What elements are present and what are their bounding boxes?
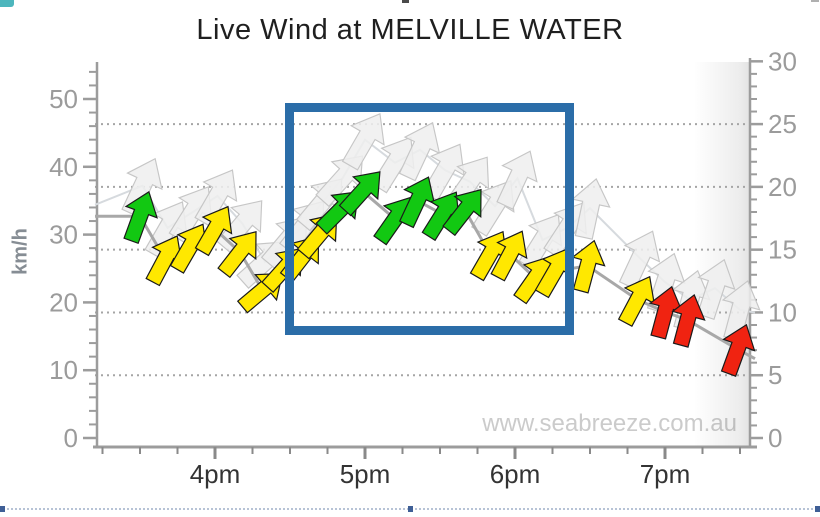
gust-arrow — [696, 258, 736, 320]
top-right-edge-mark — [811, 0, 819, 2]
y-right-tick-label: 15 — [768, 235, 797, 265]
y-right-tick-label: 20 — [768, 172, 797, 202]
y-right-tick-label: 30 — [768, 46, 797, 76]
y-left-tick-label: 10 — [49, 355, 78, 385]
y-right-tick-label: 10 — [768, 297, 797, 327]
wind-arrow-yellow — [571, 239, 606, 294]
gust-arrow — [398, 121, 441, 182]
x-tick-label: 6pm — [490, 459, 541, 489]
chart-title: Live Wind at MELVILLE WATER — [196, 14, 624, 46]
wind-arrow-red — [720, 323, 756, 377]
wind-arrow-yellow — [490, 230, 528, 282]
y-left-tick-label: 0 — [64, 423, 78, 453]
highlight-rectangle — [285, 103, 574, 335]
y-right-tick-label: 5 — [768, 360, 782, 390]
ruler-mark-center — [408, 506, 413, 512]
y-right-tick-label: 25 — [768, 109, 797, 139]
wind-arrow-yellow — [217, 230, 257, 279]
ruler-mark-left — [0, 506, 5, 512]
x-tick-label: 4pm — [190, 459, 241, 489]
wind-arrow-green — [338, 171, 381, 217]
gust-arrow — [194, 169, 238, 227]
wind-arrow-green — [123, 190, 158, 245]
gust-arrow — [496, 150, 538, 210]
future-shading — [693, 62, 750, 447]
y-left-tick-label: 30 — [49, 220, 78, 250]
y-right-tick-label: 0 — [768, 423, 782, 453]
gust-arrow — [618, 230, 661, 290]
gust-arrow — [341, 112, 385, 171]
corner-chip — [0, 0, 14, 7]
x-tick-label: 5pm — [340, 459, 391, 489]
y-left-tick-label: 20 — [49, 287, 78, 317]
y-left-tick-label: 50 — [49, 84, 78, 114]
x-tick-label: 7pm — [640, 459, 691, 489]
wind-arrow-red — [671, 293, 706, 348]
y-left-tick-label: 40 — [49, 152, 78, 182]
ruler-mark-right — [815, 506, 820, 512]
wind-arrow-green — [442, 188, 482, 237]
top-edge-mark — [402, 0, 409, 3]
gust-arrow — [571, 177, 611, 240]
wind-arrow-yellow — [194, 205, 233, 257]
